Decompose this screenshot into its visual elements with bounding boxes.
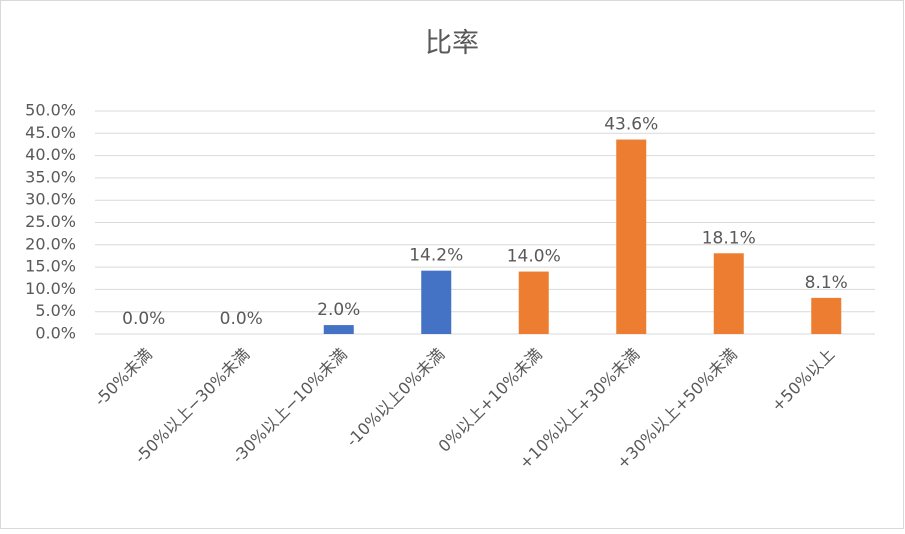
- y-tick-label: 0.0%: [35, 324, 76, 343]
- y-tick-label: 30.0%: [25, 190, 76, 209]
- data-label: 14.0%: [507, 247, 561, 267]
- data-label: 0.0%: [122, 309, 165, 329]
- bar: [421, 270, 452, 334]
- bar: [713, 253, 744, 334]
- bar: [323, 325, 354, 334]
- data-label: 43.6%: [604, 115, 658, 135]
- y-tick-label: 10.0%: [25, 279, 76, 298]
- data-label: 14.2%: [409, 246, 463, 266]
- y-tick-label: 15.0%: [25, 257, 76, 276]
- y-tick-label: 35.0%: [25, 167, 76, 186]
- bar: [811, 297, 842, 334]
- data-label: 18.1%: [702, 228, 756, 248]
- y-tick-label: 20.0%: [25, 234, 76, 253]
- y-tick-label: 5.0%: [35, 301, 76, 320]
- y-tick-label: 25.0%: [25, 212, 76, 231]
- data-label: 0.0%: [220, 309, 263, 329]
- bar: [616, 139, 647, 334]
- y-tick-label: 50.0%: [25, 101, 76, 120]
- y-tick-label: 40.0%: [25, 145, 76, 164]
- chart-title: 比率: [425, 28, 479, 59]
- data-label: 2.0%: [317, 300, 360, 320]
- y-tick-label: 45.0%: [25, 123, 76, 142]
- data-label: 8.1%: [805, 273, 848, 293]
- bar: [518, 271, 549, 334]
